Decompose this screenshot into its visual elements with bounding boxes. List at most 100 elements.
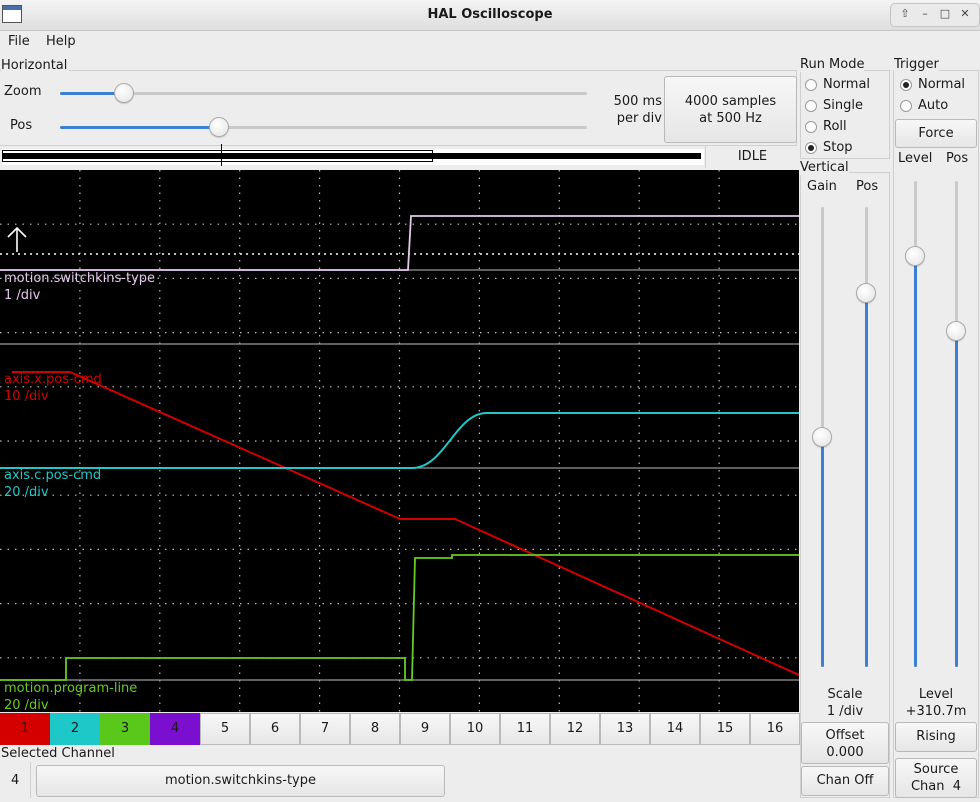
zoom-label: Zoom <box>4 84 42 99</box>
pos-label: Pos <box>10 118 33 133</box>
channel-button-16[interactable]: 16 <box>750 713 800 745</box>
offset-title: Offset <box>825 728 865 743</box>
channel-button-9[interactable]: 9 <box>400 713 450 745</box>
menu-help[interactable]: Help <box>46 34 76 49</box>
channel-button-11[interactable]: 11 <box>500 713 550 745</box>
pos-slider[interactable] <box>60 117 587 137</box>
chan-off-button[interactable]: Chan Off <box>801 766 889 796</box>
gain-slider-handle[interactable] <box>812 427 832 447</box>
radio-label: Auto <box>918 98 949 113</box>
gain-label: Gain <box>807 179 837 194</box>
radio-label: Roll <box>823 119 847 134</box>
time-per-div-value: 500 ms <box>613 94 662 109</box>
minimize-icon[interactable]: – <box>922 7 928 20</box>
up-arrow-icon <box>7 226 27 252</box>
run-mode-stop[interactable]: Stop <box>805 140 853 155</box>
window-controls: ⇧ – □ ✕ <box>890 3 980 27</box>
trigger-auto[interactable]: Auto <box>900 98 948 113</box>
samples-count: 4000 samples <box>684 94 777 109</box>
trace-switchkins-type <box>0 215 799 271</box>
channel-button-5[interactable]: 5 <box>200 713 250 745</box>
scale-value: 1 /div <box>826 704 864 719</box>
trigger-label: Trigger <box>894 57 939 72</box>
channel-button-13[interactable]: 13 <box>600 713 650 745</box>
force-trigger-button[interactable]: Force <box>895 119 977 148</box>
scope-display[interactable]: motion.switchkins-type 1 /div axis.x.pos-c… <box>0 170 800 713</box>
trace-axis-x-pos-cmd <box>12 371 800 676</box>
trigger-source-button[interactable]: Source Chan 4 <box>895 758 977 798</box>
radio-indicator <box>805 120 817 133</box>
run-mode-roll[interactable]: Roll <box>805 119 847 134</box>
record-buffer <box>3 153 701 159</box>
time-per-div: 500 ms per div <box>600 93 662 127</box>
channel-button-3[interactable]: 3 <box>100 713 150 745</box>
radio-indicator <box>900 78 912 91</box>
trigger-pos-slider-handle[interactable] <box>946 321 966 341</box>
run-mode-normal[interactable]: Normal <box>805 77 870 92</box>
sample-rate: at 500 Hz <box>699 111 762 126</box>
radio-indicator <box>805 78 817 91</box>
shade-icon[interactable]: ⇧ <box>900 7 910 20</box>
radio-label: Stop <box>823 140 853 155</box>
trigger-edge-button[interactable]: Rising <box>895 722 977 752</box>
gain-slider[interactable] <box>812 207 832 667</box>
channel-button-4[interactable]: 4 <box>150 713 200 745</box>
scale-title: Scale <box>827 687 863 702</box>
trace-label-name: motion.switchkins-type <box>4 271 155 286</box>
title-bar: HAL Oscilloscope <box>0 0 980 31</box>
pos-slider-handle[interactable] <box>209 117 230 137</box>
offset-button[interactable]: Offset 0.000 <box>801 722 889 764</box>
radio-indicator <box>900 99 912 112</box>
trigger-source-title: Source <box>913 762 959 777</box>
trigger-source-value: Chan 4 <box>910 779 962 794</box>
vertical-pos-slider[interactable] <box>856 207 876 667</box>
sample-settings-button[interactable]: 4000 samples at 500 Hz <box>664 76 797 143</box>
run-mode-label: Run Mode <box>800 57 865 72</box>
trigger-level-readout: Level +310.7m <box>893 686 979 720</box>
trigger-normal[interactable]: Normal <box>900 77 965 92</box>
scale-readout: Scale 1 /div <box>800 686 890 720</box>
channel-button-1[interactable]: 1 <box>0 713 50 745</box>
channel-button-2[interactable]: 2 <box>50 713 100 745</box>
record-position-bar[interactable] <box>2 144 704 166</box>
vertical-pos-slider-handle[interactable] <box>856 283 876 303</box>
trigger-level-title: Level <box>918 687 954 702</box>
vertical-pos-slider-fill <box>865 292 868 667</box>
vertical-label: Vertical <box>800 160 849 175</box>
channel-button-8[interactable]: 8 <box>350 713 400 745</box>
trace-label-scale: 20 /div <box>4 698 49 712</box>
radio-indicator <box>805 141 817 154</box>
menu-file[interactable]: File <box>8 34 30 49</box>
channel-button-12[interactable]: 12 <box>550 713 600 745</box>
channel-button-15[interactable]: 15 <box>700 713 750 745</box>
record-view-window <box>2 150 433 162</box>
channel-button-14[interactable]: 14 <box>650 713 700 745</box>
trace-label-name: axis.c.pos-cmd <box>4 468 101 483</box>
channel-button-7[interactable]: 7 <box>300 713 350 745</box>
channel-button-10[interactable]: 10 <box>450 713 500 745</box>
zoom-slider-handle[interactable] <box>114 83 135 103</box>
status-label: IDLE <box>705 146 799 168</box>
offset-value: 0.000 <box>826 745 864 760</box>
trace-label-name: axis.x.pos-cmd <box>4 372 102 387</box>
radio-label: Normal <box>918 77 966 92</box>
trace-axis-c-pos-cmd <box>0 412 799 469</box>
trace-label-scale: 10 /div <box>4 389 49 404</box>
trigger-pos-slider-fill <box>955 331 958 667</box>
trigger-level-slider-handle[interactable] <box>905 246 925 266</box>
channel-button-6[interactable]: 6 <box>250 713 300 745</box>
pos-slider-fill <box>60 126 219 129</box>
selected-channel-number: 4 <box>11 773 20 788</box>
radio-indicator <box>805 99 817 112</box>
zoom-slider-fill <box>60 92 124 95</box>
trigger-pos-slider[interactable] <box>946 181 966 667</box>
scope-plot: motion.switchkins-type 1 /div axis.x.pos-c… <box>0 170 800 713</box>
run-mode-single[interactable]: Single <box>805 98 863 113</box>
close-icon[interactable]: ✕ <box>960 7 970 20</box>
window-title: HAL Oscilloscope <box>427 7 553 22</box>
selected-channel-signal-button[interactable]: motion.switchkins-type <box>36 765 445 797</box>
maximize-icon[interactable]: □ <box>939 7 951 20</box>
zoom-slider[interactable] <box>60 83 587 103</box>
divider <box>30 762 31 798</box>
trigger-level-slider[interactable] <box>905 181 925 667</box>
